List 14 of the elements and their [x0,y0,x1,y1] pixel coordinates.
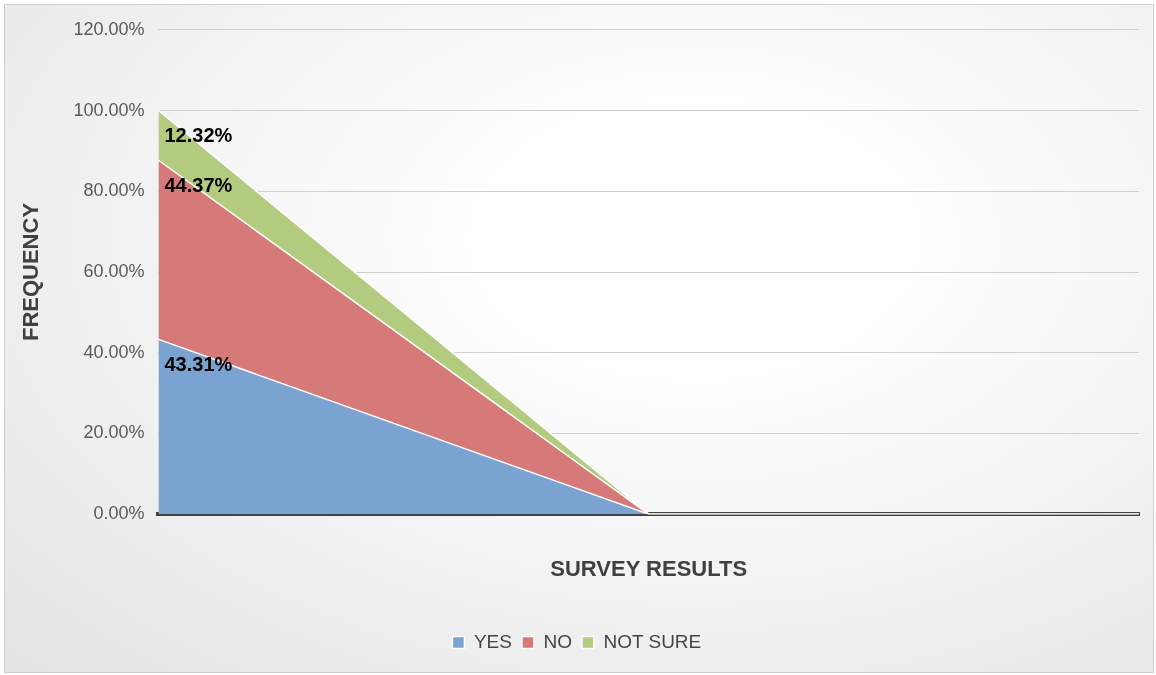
y-tick-label: 20.00% [83,422,145,443]
y-tick-label: 60.00% [83,260,145,281]
y-tick-label: 80.00% [83,180,145,201]
legend-label: NOT SURE [603,630,702,652]
y-tick-label: 100.00% [73,99,145,120]
y-tick-label: 40.00% [83,341,145,362]
x-axis-title: SURVEY RESULTS [550,555,748,581]
y-tick-label: 120.00% [73,18,145,39]
legend-label: YES [473,630,512,652]
data-label: 43.31% [164,352,233,375]
y-axis-title: FREQUENCY [18,202,44,342]
data-label: 12.32% [164,124,233,147]
y-tick-label: 0.00% [93,503,145,524]
legend-label: NO [543,630,572,652]
